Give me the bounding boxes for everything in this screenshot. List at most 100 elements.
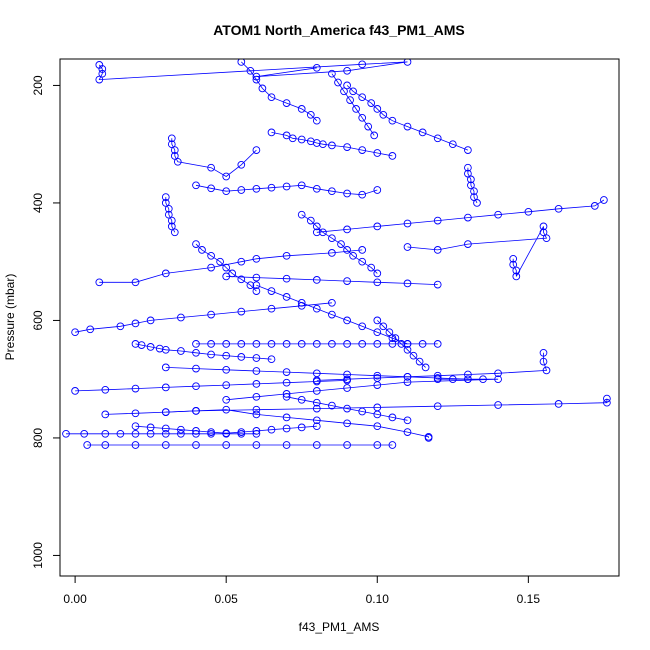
data-point	[512, 272, 521, 281]
data-point	[358, 322, 367, 331]
data-point	[403, 279, 412, 288]
series-8	[95, 246, 367, 287]
data-point	[358, 407, 367, 416]
data-point	[373, 381, 382, 389]
data-point	[222, 441, 231, 449]
data-point	[237, 353, 246, 361]
data-point	[391, 334, 400, 342]
data-point	[267, 425, 276, 434]
series-6	[161, 193, 179, 237]
data-point	[418, 340, 427, 348]
data-point	[101, 441, 110, 449]
data-point	[146, 343, 155, 351]
data-point	[161, 269, 170, 278]
data-point	[297, 135, 306, 144]
series-line	[346, 85, 469, 151]
data-point	[373, 371, 382, 380]
data-point	[343, 419, 351, 428]
data-point	[312, 404, 321, 413]
data-point	[403, 59, 412, 66]
data-point	[252, 281, 261, 290]
series-26	[373, 316, 430, 372]
data-point	[312, 139, 321, 147]
data-point	[222, 405, 231, 414]
data-point	[343, 277, 351, 285]
data-point	[170, 228, 179, 237]
data-point	[282, 441, 291, 449]
data-point	[207, 340, 215, 348]
data-point	[312, 184, 321, 193]
data-point	[297, 105, 306, 113]
data-point	[448, 140, 457, 149]
x-tick-label: 0.15	[517, 592, 541, 606]
data-point	[312, 116, 321, 125]
series-line	[135, 343, 272, 360]
data-point	[334, 78, 342, 87]
data-point	[237, 59, 246, 66]
data-point	[373, 410, 382, 419]
chart-title: ATOM1 North_America f43_PM1_AMS	[213, 22, 465, 38]
data-point	[222, 272, 231, 281]
data-point	[131, 319, 140, 328]
series-line	[331, 73, 375, 136]
data-point	[267, 355, 276, 364]
data-point	[373, 340, 382, 348]
data-point	[101, 429, 110, 438]
series-20	[83, 441, 397, 449]
data-point	[282, 340, 291, 348]
data-point	[358, 146, 367, 154]
data-point	[146, 423, 155, 432]
data-point	[346, 96, 354, 104]
data-point	[237, 340, 246, 348]
data-point	[80, 429, 89, 438]
data-point	[252, 75, 261, 84]
data-point	[358, 246, 367, 254]
data-point	[464, 146, 472, 154]
data-point	[282, 413, 291, 422]
data-point	[509, 254, 518, 263]
data-point	[373, 278, 382, 287]
data-point	[349, 251, 357, 260]
data-point	[258, 84, 267, 93]
data-point	[539, 222, 548, 231]
series-3	[167, 134, 261, 181]
data-point	[403, 122, 412, 131]
series-2	[237, 59, 321, 125]
data-point	[282, 392, 291, 401]
data-point	[161, 408, 170, 416]
series-line	[316, 352, 548, 381]
series-line	[467, 167, 478, 204]
data-point	[312, 222, 321, 231]
series-line	[75, 380, 348, 392]
data-point	[464, 240, 472, 248]
data-point	[403, 345, 412, 354]
data-point	[312, 441, 321, 449]
data-point	[246, 66, 255, 75]
data-point	[167, 222, 176, 231]
data-point	[539, 348, 548, 357]
series-line	[171, 138, 257, 177]
data-point	[282, 182, 291, 191]
data-point	[403, 378, 412, 386]
data-point	[433, 374, 442, 382]
data-point	[542, 366, 551, 375]
data-point	[177, 347, 185, 355]
data-point	[343, 225, 351, 234]
data-point	[539, 357, 548, 366]
data-point	[164, 210, 173, 219]
y-tick-label: 200	[31, 75, 45, 95]
data-point	[237, 428, 246, 436]
data-point	[312, 304, 321, 313]
series-25	[464, 163, 481, 207]
data-point	[288, 134, 297, 143]
data-point	[306, 216, 315, 225]
data-point	[267, 340, 276, 348]
series-22	[252, 281, 412, 348]
data-point	[86, 325, 95, 334]
series-24	[192, 240, 261, 295]
data-point	[373, 186, 382, 194]
x-tick-label: 0.10	[366, 592, 390, 606]
data-point	[252, 405, 261, 414]
series-9	[312, 196, 608, 237]
